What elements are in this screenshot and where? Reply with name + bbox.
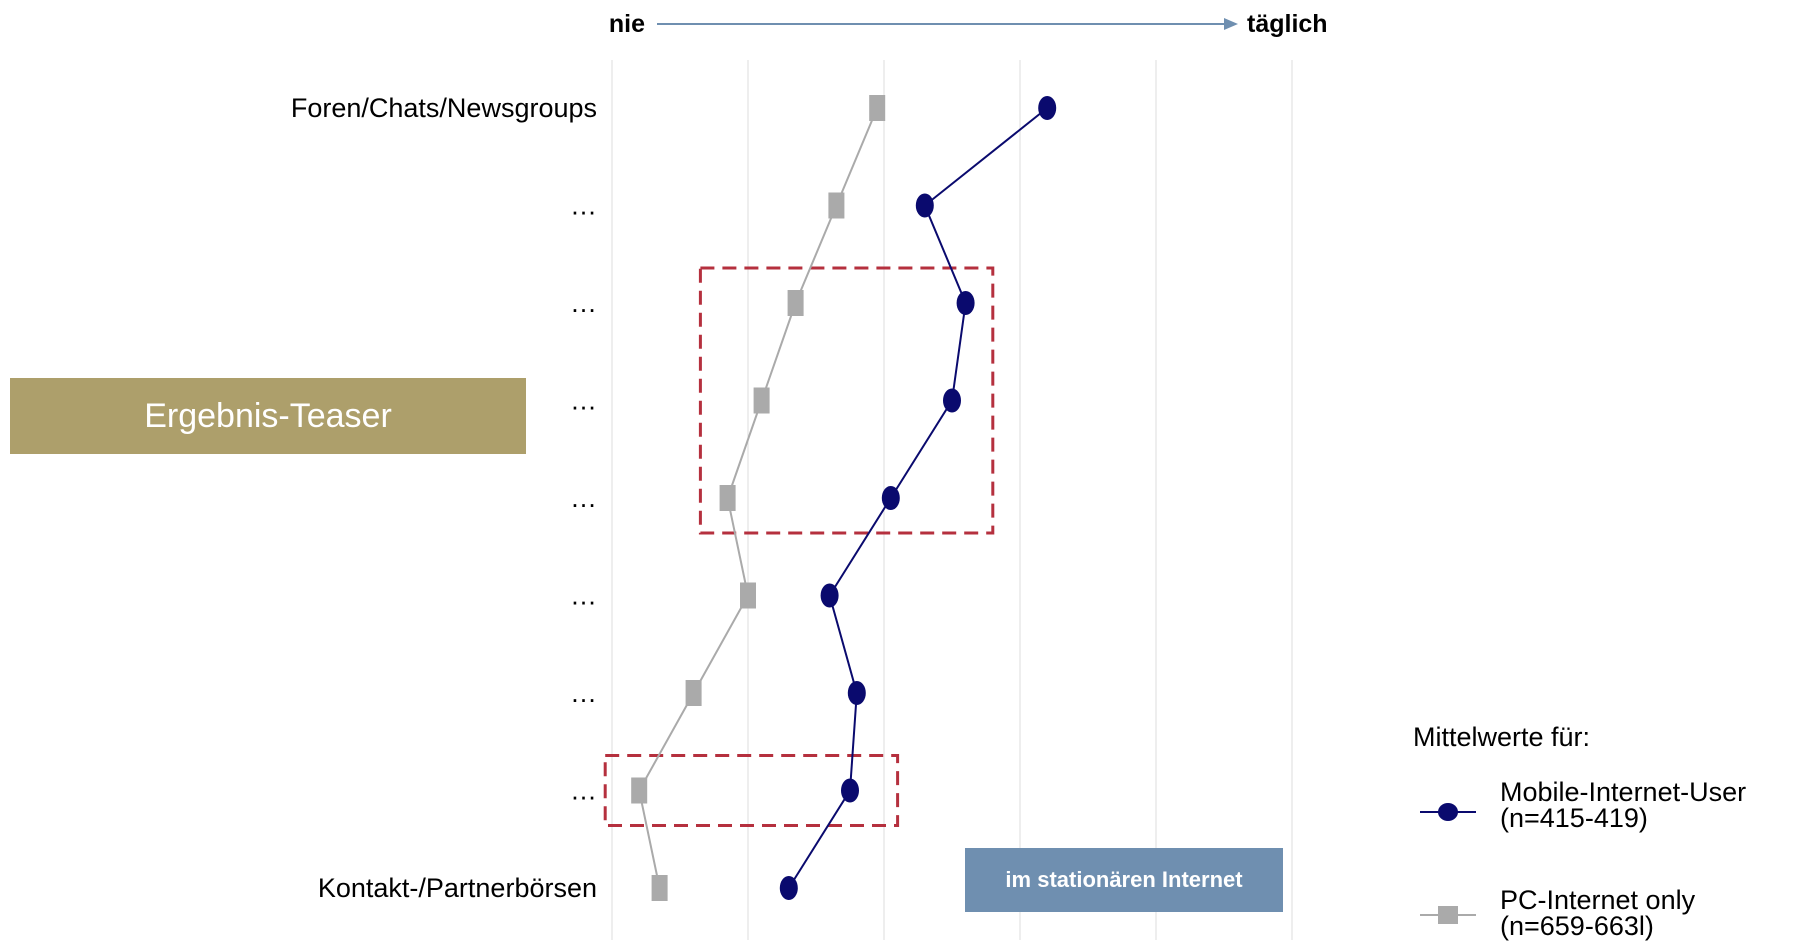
data-point — [779, 876, 798, 900]
data-point — [828, 192, 845, 219]
legend-series-mobile-n: (n=415-419) — [1500, 803, 1648, 833]
series — [631, 95, 1057, 901]
data-point — [631, 777, 648, 804]
legend-series-mobile-name: Mobile-Internet-User — [1500, 777, 1747, 807]
highlight-box — [603, 754, 900, 827]
legend-marker — [1438, 803, 1458, 821]
series-group — [779, 96, 1057, 900]
data-point — [719, 485, 736, 511]
highlight-box — [698, 266, 995, 535]
data-point — [841, 778, 859, 803]
legend-marker — [1438, 906, 1458, 924]
category-label: Kontakt-/Partnerbörsen — [318, 873, 597, 903]
series-line — [638, 107, 879, 889]
category-label: … — [570, 191, 597, 221]
category-label: … — [570, 386, 597, 416]
data-point — [753, 387, 770, 414]
scale-right-label: täglich — [1247, 10, 1328, 38]
data-point — [787, 290, 804, 316]
data-point — [956, 291, 975, 315]
highlight-boxes — [603, 266, 995, 827]
data-point — [943, 388, 961, 413]
grid-lines — [611, 60, 1293, 940]
scale-arrow-head — [1224, 18, 1238, 30]
legend-series-pc-name: PC-Internet only — [1500, 885, 1696, 915]
legend-series-pc: PC-Internet only (n=659-663l) — [1500, 885, 1696, 941]
stationary-internet-badge: im stationären Internet — [965, 848, 1283, 912]
category-labels: Foren/Chats/Newsgroups … … … … … … … Kontakt-/Pa… — [291, 93, 597, 903]
scale-left-label: nie — [609, 10, 645, 38]
legend-series-mobile: Mobile-Internet-User (n=415-419) — [1500, 777, 1747, 833]
category-label: … — [570, 288, 597, 318]
data-point — [740, 582, 756, 609]
data-point — [651, 875, 668, 901]
legend-marks — [1420, 803, 1476, 924]
data-point — [847, 681, 866, 705]
data-point — [1038, 96, 1057, 120]
series-group — [631, 95, 886, 901]
category-label: … — [570, 581, 597, 611]
data-point — [869, 95, 886, 121]
category-label: Foren/Chats/Newsgroups — [291, 93, 597, 123]
data-point — [881, 486, 900, 510]
category-label: … — [570, 678, 597, 708]
data-point — [915, 193, 934, 218]
data-point — [685, 680, 702, 706]
result-teaser-banner: Ergebnis-Teaser — [10, 378, 526, 454]
category-label: … — [570, 483, 597, 513]
scale-arrow: nie täglich — [609, 10, 1328, 38]
category-label: … — [570, 776, 597, 806]
data-point — [820, 583, 839, 608]
legend-series-pc-n: (n=659-663l) — [1500, 911, 1654, 941]
legend-title: Mittelwerte für: — [1413, 722, 1591, 752]
